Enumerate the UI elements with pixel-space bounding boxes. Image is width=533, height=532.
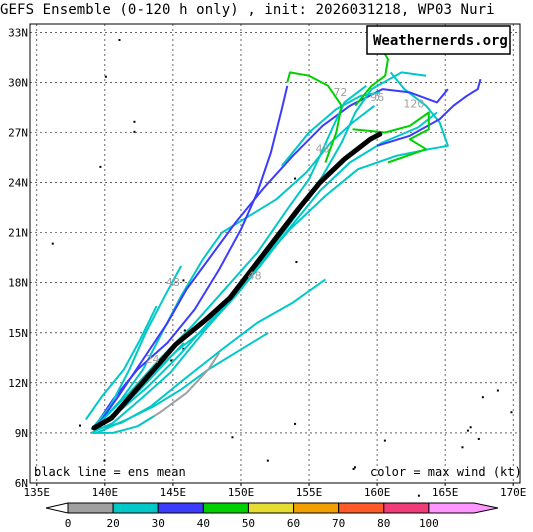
map-title: GEFS Ensemble (0-120 h only) , init: 202… — [0, 2, 495, 18]
lon-tick-label: 160E — [364, 486, 391, 499]
colorbar-segment — [247, 502, 295, 514]
island-dot — [352, 467, 355, 470]
member-track — [376, 78, 482, 147]
colorbar-segment — [157, 502, 204, 514]
island-dot — [183, 329, 186, 332]
hour-label: 48 — [248, 269, 262, 282]
axis-tick-labels: 135E 140E 145E 150E 155E 160E 165E 170E 6N 9N 12N 1… — [8, 26, 526, 499]
colorbar-segment — [338, 502, 385, 514]
wind-colorbar: 0 20 30 40 50 60 70 80 100 — [45, 502, 499, 530]
lat-tick-label: 12N — [8, 377, 28, 390]
hour-label: 120 — [403, 97, 424, 110]
island-dot — [182, 279, 185, 282]
island-dot — [266, 459, 269, 462]
hour-label: 24 — [146, 353, 160, 366]
legend-note-left: black line = ens mean — [34, 465, 186, 479]
colorbar-tick-label: 20 — [106, 517, 119, 530]
lat-tick-label: 27N — [8, 126, 28, 139]
lon-tick-label: 145E — [160, 486, 187, 499]
mean-track-layer — [91, 131, 383, 431]
lon-tick-label: 140E — [92, 486, 119, 499]
island-dot — [103, 459, 106, 462]
watermark-box — [366, 25, 511, 55]
island-dot — [231, 436, 234, 439]
watermark-text: Weathernerds.org — [373, 33, 508, 49]
colorbar-tick-label: 40 — [197, 517, 210, 530]
lon-tick-label: 150E — [228, 486, 255, 499]
island-dot — [496, 389, 499, 392]
lon-tick-label: 135E — [24, 486, 51, 499]
island-dot — [294, 422, 297, 425]
hour-label: 96 — [370, 91, 384, 104]
colorbar-segment — [67, 502, 114, 514]
island-dot — [477, 437, 480, 440]
island-dot — [417, 494, 420, 497]
lat-tick-label: 18N — [8, 277, 28, 290]
ens-mean-track — [91, 131, 383, 431]
island-dot — [133, 130, 136, 133]
hour-label: 72 — [333, 86, 347, 99]
member-track — [93, 278, 326, 431]
member-track — [95, 105, 376, 427]
island-dot — [461, 446, 464, 449]
lon-tick-label: 170E — [500, 486, 527, 499]
colorbar-left-arrow — [45, 502, 69, 514]
island-dot — [170, 359, 173, 362]
member-track-strong — [286, 71, 343, 163]
lat-tick-label: 9N — [15, 427, 28, 440]
island-dot — [182, 347, 185, 350]
lat-tick-label: 33N — [8, 26, 28, 39]
lat-tick-label: 30N — [8, 76, 28, 89]
hour-label: 48 — [316, 143, 330, 156]
colorbar-tick-label: 0 — [65, 517, 72, 530]
member-track — [90, 265, 182, 431]
colorbar-tick-label: 80 — [377, 517, 390, 530]
lat-tick-label: 24N — [8, 177, 28, 190]
member-track — [98, 88, 449, 424]
member-track — [84, 305, 158, 421]
island-dot — [383, 439, 386, 442]
colorbar-segment — [112, 502, 159, 514]
island-dot — [481, 396, 484, 399]
legend-note-right: color = max wind (kt) — [370, 465, 522, 479]
island-dot — [99, 165, 102, 168]
island-dot — [79, 424, 81, 427]
lon-tick-label: 155E — [296, 486, 323, 499]
island-dot — [510, 411, 513, 414]
colorbar-segment — [428, 502, 499, 514]
island-dot — [118, 39, 121, 42]
hour-labels-layer: 24 48 48 48 72 96 120 — [146, 86, 425, 366]
island-dot — [104, 75, 107, 78]
colorbar-tick-label: 60 — [287, 517, 300, 530]
member-track-strong — [352, 111, 430, 164]
island-dot — [469, 426, 472, 429]
colorbar-tick-label: 100 — [419, 517, 439, 530]
member-track — [98, 85, 367, 424]
hour-label: 48 — [166, 276, 180, 289]
member-tracks-layer — [84, 45, 482, 434]
colorbar-tick-label: 30 — [152, 517, 165, 530]
island-dot — [466, 429, 469, 432]
island-dot — [295, 261, 298, 264]
colorbar-segment — [202, 502, 249, 514]
member-track — [281, 91, 380, 167]
member-track — [90, 71, 449, 434]
lat-tick-label: 21N — [8, 227, 28, 240]
lat-tick-label: 15N — [8, 327, 28, 340]
colorbar-tick-label: 50 — [242, 517, 255, 530]
lon-tick-label: 165E — [432, 486, 459, 499]
lat-tick-label: 6N — [15, 477, 28, 490]
colorbar-tick-label: 70 — [332, 517, 345, 530]
island-dot — [51, 242, 54, 245]
member-track — [91, 415, 155, 434]
island-dot — [133, 120, 136, 123]
island-dot — [294, 177, 297, 180]
island-dot — [353, 466, 356, 469]
colorbar-segment — [383, 502, 430, 514]
colorbar-segment — [293, 502, 340, 514]
